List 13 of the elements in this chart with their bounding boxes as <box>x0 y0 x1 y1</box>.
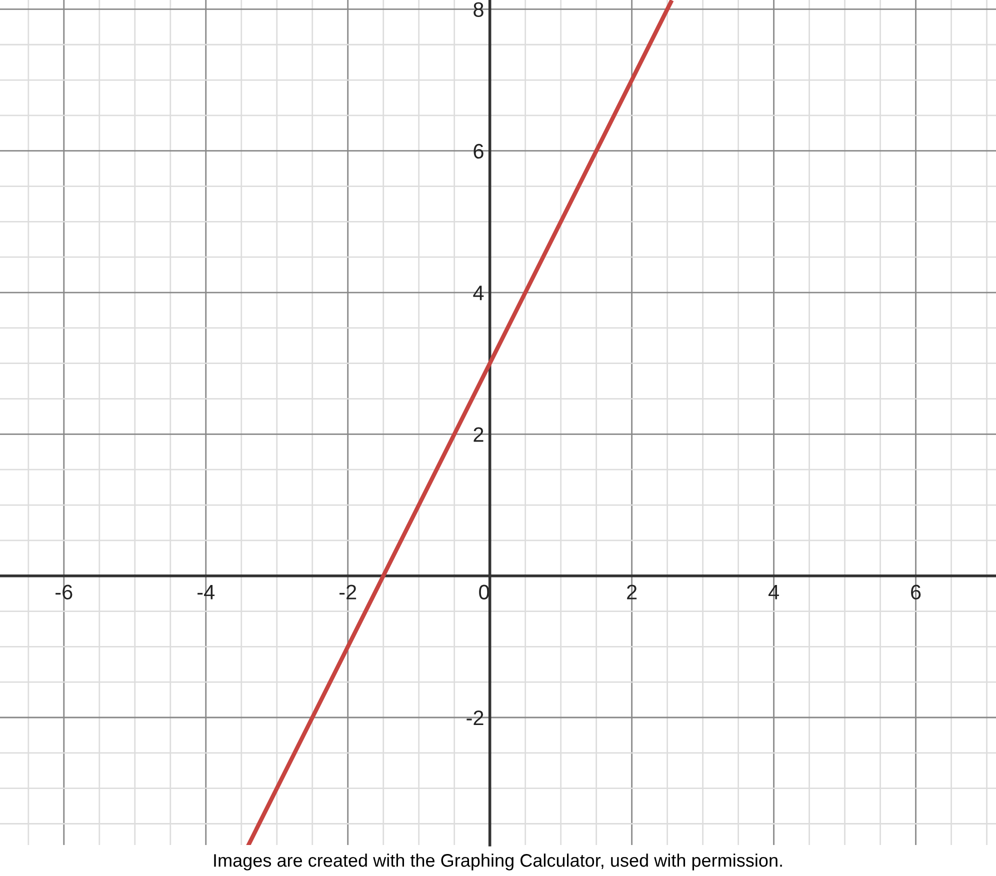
x-tick-label: 0 <box>479 584 490 600</box>
y-tick-label: -2 <box>466 710 484 726</box>
x-tick-label: 6 <box>911 584 921 600</box>
y-tick-label: 4 <box>473 286 484 300</box>
x-tick-label: -2 <box>340 584 356 600</box>
text: Images are created with the Graphing Calculator, used with permission. <box>214 854 782 870</box>
y-tick-label: 2 <box>474 427 484 442</box>
x-tick-label: 2 <box>627 584 637 600</box>
x-tick-label: -4 <box>198 584 215 600</box>
x-tick-label: 4 <box>768 584 779 600</box>
y-tick-label: 8 <box>474 2 484 17</box>
x-tick-label: -6 <box>56 584 72 600</box>
y-tick-label: 6 <box>474 144 484 159</box>
